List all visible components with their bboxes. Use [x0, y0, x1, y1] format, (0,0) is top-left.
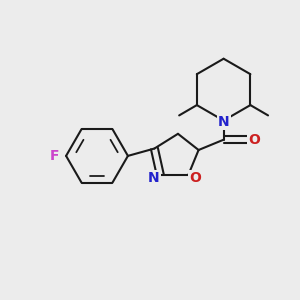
Text: O: O — [249, 133, 260, 147]
Text: O: O — [189, 171, 201, 185]
Text: N: N — [148, 171, 160, 185]
Text: F: F — [50, 149, 60, 163]
Text: N: N — [218, 115, 230, 129]
